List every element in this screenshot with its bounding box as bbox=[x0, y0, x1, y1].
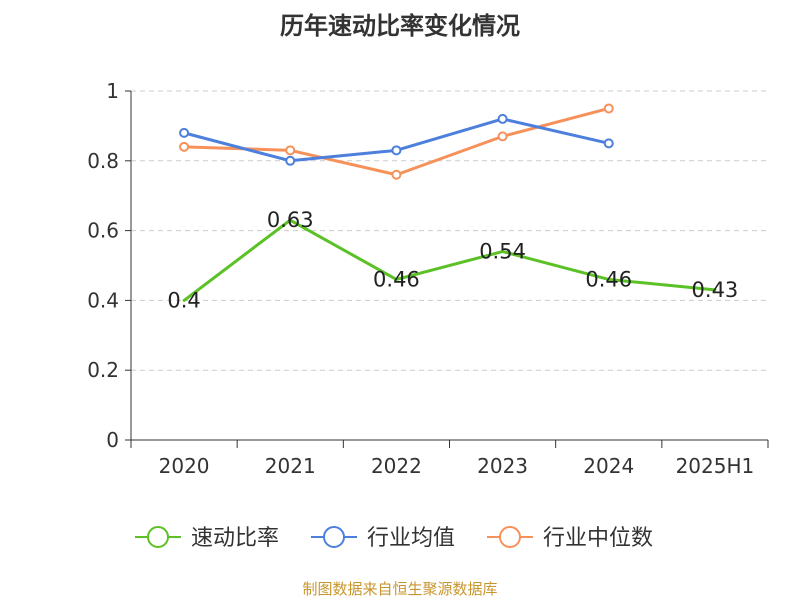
y-tick-label: 1 bbox=[106, 79, 119, 103]
y-tick-label: 0.4 bbox=[87, 288, 119, 312]
data-point bbox=[603, 103, 614, 114]
data-point bbox=[391, 145, 402, 156]
data-label: 0.46 bbox=[373, 267, 420, 291]
legend-label: 速动比率 bbox=[191, 526, 279, 551]
x-tick-label: 2020 bbox=[159, 454, 210, 478]
data-point bbox=[603, 138, 614, 149]
data-point bbox=[391, 169, 402, 180]
y-tick-label: 0.8 bbox=[87, 149, 119, 173]
axes: 0 0.2 0.4 0.6 0.8 1 2020 2021 2022 2023 2024 2025H1 bbox=[87, 79, 769, 478]
data-label: 0.46 bbox=[585, 267, 632, 291]
grid-lines bbox=[131, 90, 768, 371]
data-labels: 0.4 0.63 0.46 0.54 0.46 0.43 bbox=[167, 208, 738, 312]
x-tick-label: 2024 bbox=[583, 454, 634, 478]
source-note: 制图数据来自恒生聚源数据库 bbox=[302, 580, 498, 598]
chart-title: 历年速动比率变化情况 bbox=[280, 12, 520, 40]
legend-label: 行业中位数 bbox=[543, 526, 653, 551]
data-label: 0.4 bbox=[167, 288, 200, 312]
legend-item[interactable]: 行业中位数 bbox=[487, 526, 653, 551]
legend-item[interactable]: 行业均值 bbox=[311, 526, 455, 551]
x-tick-label: 2021 bbox=[265, 454, 316, 478]
x-tick-label: 2022 bbox=[371, 454, 422, 478]
series-lines bbox=[179, 103, 717, 302]
data-point bbox=[497, 113, 508, 124]
x-tick-label: 2023 bbox=[477, 454, 528, 478]
data-point bbox=[179, 141, 190, 152]
series-line bbox=[182, 218, 717, 302]
legend[interactable]: 速动比率 行业均值 行业中位数 bbox=[135, 526, 653, 551]
data-point bbox=[285, 145, 296, 156]
data-point bbox=[285, 155, 296, 166]
data-label: 0.63 bbox=[267, 208, 314, 232]
legend-marker bbox=[499, 526, 521, 548]
legend-marker bbox=[323, 526, 345, 548]
legend-marker bbox=[147, 526, 169, 548]
legend-label: 行业均值 bbox=[367, 526, 455, 551]
data-point bbox=[179, 127, 190, 138]
legend-item[interactable]: 速动比率 bbox=[135, 526, 279, 551]
data-label: 0.54 bbox=[479, 240, 526, 264]
data-label: 0.43 bbox=[692, 278, 739, 302]
series-line bbox=[182, 106, 611, 177]
y-tick-label: 0.6 bbox=[87, 219, 119, 243]
x-tick-label: 2025H1 bbox=[676, 454, 755, 478]
y-tick-label: 0.2 bbox=[87, 358, 119, 382]
data-point bbox=[497, 131, 508, 142]
y-tick-label: 0 bbox=[106, 428, 119, 452]
